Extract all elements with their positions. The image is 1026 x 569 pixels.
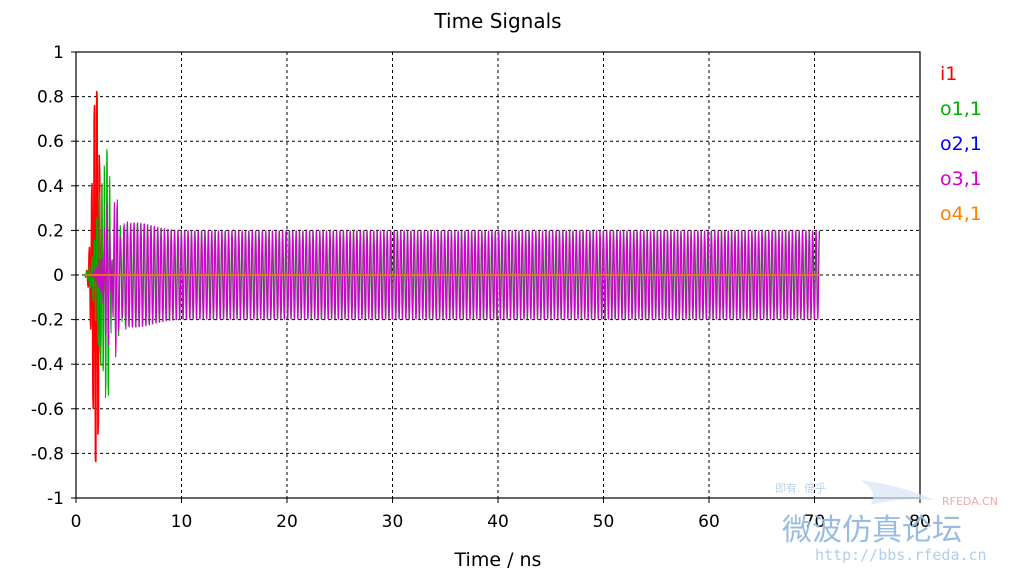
x-tick-label: 80 xyxy=(909,512,931,532)
y-tick-label: -0.8 xyxy=(31,444,64,464)
x-tick-label: 30 xyxy=(382,512,404,532)
x-tick-label: 70 xyxy=(804,512,826,532)
watermark-url: http://bbs.rfeda.cn xyxy=(815,546,987,564)
watermark-bird-shape xyxy=(860,480,935,505)
x-tick-label: 60 xyxy=(698,512,720,532)
y-tick-label: -0.2 xyxy=(31,311,64,331)
legend: i1 o1,1 o2,1 o3,1 o4,1 xyxy=(940,63,982,225)
y-tick-label: 0.4 xyxy=(37,177,64,197)
watermark-brand: RFEDA.CN xyxy=(942,495,998,508)
x-tick-label: 0 xyxy=(71,512,82,532)
y-tick-label: 0.8 xyxy=(37,88,64,108)
plot-area xyxy=(75,51,921,499)
x-axis-label: Time / ns xyxy=(454,549,542,569)
x-tick-label: 20 xyxy=(276,512,298,532)
watermark: 即有. 倍乎 RFEDA.CN 微波仿真论坛 http://bbs.rfeda.… xyxy=(775,480,998,564)
watermark-small-text: 即有. 倍乎 xyxy=(775,481,826,495)
legend-entry: o1,1 xyxy=(940,98,982,120)
y-tick-label: -0.4 xyxy=(31,355,64,375)
y-tick-label: -0.6 xyxy=(31,400,64,420)
x-ticks: 0 10 20 30 40 50 60 70 80 xyxy=(71,498,931,532)
y-tick-label: 0 xyxy=(53,266,64,286)
series-group xyxy=(83,90,821,463)
legend-entry: o2,1 xyxy=(940,133,982,155)
legend-entry: o3,1 xyxy=(940,168,982,190)
x-tick-label: 40 xyxy=(487,512,509,532)
y-tick-label: -1 xyxy=(47,489,64,509)
y-tick-label: 0.2 xyxy=(37,221,64,241)
chart-title: Time Signals xyxy=(433,9,561,33)
x-tick-label: 50 xyxy=(593,512,615,532)
legend-entry: o4,1 xyxy=(940,203,982,225)
y-tick-label: 0.6 xyxy=(37,132,64,152)
legend-entry: i1 xyxy=(940,63,957,85)
series-line-o3-1 xyxy=(84,199,821,358)
watermark-forum-name: 微波仿真论坛 xyxy=(782,513,962,548)
y-tick-label: 1 xyxy=(53,43,64,63)
x-tick-label: 10 xyxy=(171,512,193,532)
y-ticks: 1 0.8 0.6 0.4 0.2 0 -0.2 -0.4 -0.6 -0.8 -1 xyxy=(31,43,76,509)
